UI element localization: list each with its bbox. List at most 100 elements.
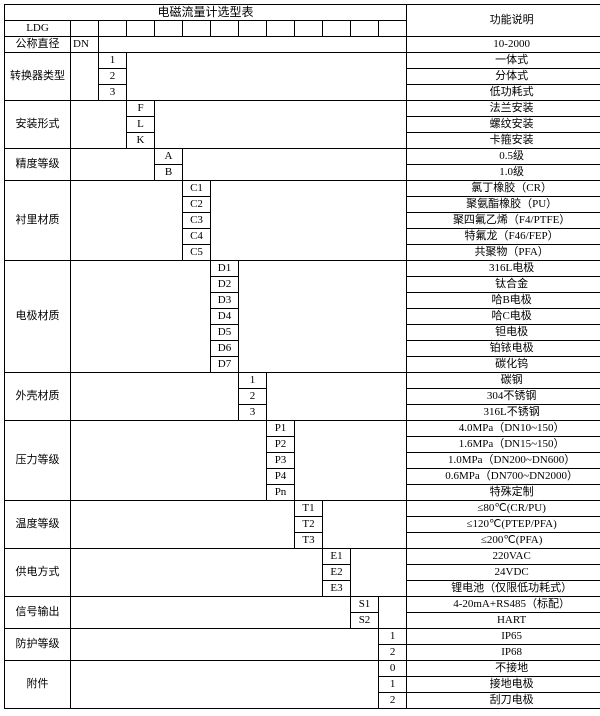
- option-code: P1: [267, 421, 295, 437]
- option-desc: 0.6MPa（DN700~DN2000）: [407, 469, 600, 485]
- option-code: D7: [211, 357, 239, 373]
- section-label: 衬里材质: [5, 181, 71, 261]
- option-desc: ≤80℃(CR/PU): [407, 501, 600, 517]
- option-desc: ≤120℃(PTEP/PFA): [407, 517, 600, 533]
- option-code: K: [127, 133, 155, 149]
- option-code: 1: [379, 629, 407, 645]
- option-desc: 1.0级: [407, 165, 600, 181]
- option-code: D3: [211, 293, 239, 309]
- option-desc: 哈C电极: [407, 309, 600, 325]
- option-code: Pn: [267, 485, 295, 501]
- option-code: E1: [323, 549, 351, 565]
- option-desc: 钛合金: [407, 277, 600, 293]
- option-code: T2: [295, 517, 323, 533]
- option-desc: 氯丁橡胶（CR）: [407, 181, 600, 197]
- option-code: L: [127, 117, 155, 133]
- checkbox: [155, 21, 183, 37]
- section-label: 外壳材质: [5, 373, 71, 421]
- section-label: 附件: [5, 661, 71, 709]
- option-desc: 钽电极: [407, 325, 600, 341]
- option-desc: 24VDC: [407, 565, 600, 581]
- option-code: C5: [183, 245, 211, 261]
- option-code: 1: [379, 677, 407, 693]
- nominal-desc: 10-2000: [407, 37, 600, 53]
- option-desc: 聚氨酯橡胶（PU）: [407, 197, 600, 213]
- section-label: 安装形式: [5, 101, 71, 149]
- checkbox: [99, 21, 127, 37]
- checkbox: [127, 21, 155, 37]
- option-code: S1: [351, 597, 379, 613]
- option-desc: 低功耗式: [407, 85, 600, 101]
- option-code: 1: [99, 53, 127, 69]
- option-desc: 螺纹安装: [407, 117, 600, 133]
- checkbox: [295, 21, 323, 37]
- section-label: 电极材质: [5, 261, 71, 373]
- section-label: 供电方式: [5, 549, 71, 597]
- selection-table: 电磁流量计选型表功能说明LDG公称直径DN10-2000转换器类型1一体式2分体…: [4, 4, 600, 709]
- option-desc: 220VAC: [407, 549, 600, 565]
- option-desc: IP68: [407, 645, 600, 661]
- option-code: F: [127, 101, 155, 117]
- option-code: P2: [267, 437, 295, 453]
- section-label: 转换器类型: [5, 53, 71, 101]
- option-desc: 卡箍安装: [407, 133, 600, 149]
- option-code: T3: [295, 533, 323, 549]
- option-code: T1: [295, 501, 323, 517]
- option-code: C2: [183, 197, 211, 213]
- option-desc: 4.0MPa（DN10~150）: [407, 421, 600, 437]
- option-desc: 316L不锈钢: [407, 405, 600, 421]
- option-code: D1: [211, 261, 239, 277]
- option-desc: 304不锈钢: [407, 389, 600, 405]
- checkbox: [211, 21, 239, 37]
- option-desc: IP65: [407, 629, 600, 645]
- option-desc: 特氟龙（F46/FEP）: [407, 229, 600, 245]
- checkbox: [267, 21, 295, 37]
- option-code: C1: [183, 181, 211, 197]
- option-desc: 碳钢: [407, 373, 600, 389]
- option-desc: 1.0MPa（DN200~DN600）: [407, 453, 600, 469]
- option-desc: 锂电池（仅限低功耗式）: [407, 581, 600, 597]
- option-code: 0: [379, 661, 407, 677]
- option-desc: 不接地: [407, 661, 600, 677]
- option-code: C4: [183, 229, 211, 245]
- checkbox: [183, 21, 211, 37]
- option-code: 2: [379, 645, 407, 661]
- option-desc: 1.6MPa（DN15~150）: [407, 437, 600, 453]
- option-code: B: [155, 165, 183, 181]
- option-desc: 聚四氟乙烯（F4/PTFE）: [407, 213, 600, 229]
- option-desc: HART: [407, 613, 600, 629]
- option-code: 2: [239, 389, 267, 405]
- option-desc: 接地电极: [407, 677, 600, 693]
- section-label: 温度等级: [5, 501, 71, 549]
- nominal-label: 公称直径: [5, 37, 71, 53]
- option-code: D6: [211, 341, 239, 357]
- option-code: A: [155, 149, 183, 165]
- section-label: 精度等级: [5, 149, 71, 181]
- option-desc: ≤200℃(PFA): [407, 533, 600, 549]
- option-code: C3: [183, 213, 211, 229]
- option-desc: 哈B电极: [407, 293, 600, 309]
- table-title: 电磁流量计选型表: [5, 5, 407, 21]
- section-label: 压力等级: [5, 421, 71, 501]
- option-desc: 法兰安装: [407, 101, 600, 117]
- checkbox: [351, 21, 379, 37]
- option-code: 1: [239, 373, 267, 389]
- section-label: 信号输出: [5, 597, 71, 629]
- option-desc: 刮刀电极: [407, 693, 600, 709]
- option-code: P3: [267, 453, 295, 469]
- option-desc: 特殊定制: [407, 485, 600, 501]
- option-desc: 碳化钨: [407, 357, 600, 373]
- checkbox: [239, 21, 267, 37]
- checkbox: [379, 21, 407, 37]
- section-label: 防护等级: [5, 629, 71, 661]
- option-code: E3: [323, 581, 351, 597]
- option-desc: 分体式: [407, 69, 600, 85]
- dn-code: DN: [71, 37, 99, 53]
- checkbox: [71, 21, 99, 37]
- option-desc: 铂铱电极: [407, 341, 600, 357]
- option-code: D4: [211, 309, 239, 325]
- option-code: 2: [99, 69, 127, 85]
- option-desc: 共聚物（PFA）: [407, 245, 600, 261]
- option-code: S2: [351, 613, 379, 629]
- ldg-label: LDG: [5, 21, 71, 37]
